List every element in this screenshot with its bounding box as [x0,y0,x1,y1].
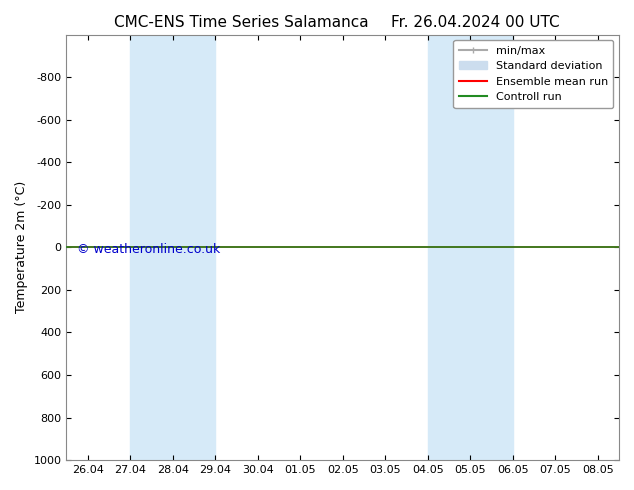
Text: © weatheronline.co.uk: © weatheronline.co.uk [77,243,221,256]
Text: Fr. 26.04.2024 00 UTC: Fr. 26.04.2024 00 UTC [391,15,560,30]
Bar [130,35,215,460]
Y-axis label: Temperature 2m (°C): Temperature 2m (°C) [15,181,28,314]
Legend: min/max, Standard deviation, Ensemble mean run, Controll run: min/max, Standard deviation, Ensemble me… [453,40,614,108]
Bar [428,35,513,460]
Text: CMC-ENS Time Series Salamanca: CMC-ENS Time Series Salamanca [113,15,368,30]
